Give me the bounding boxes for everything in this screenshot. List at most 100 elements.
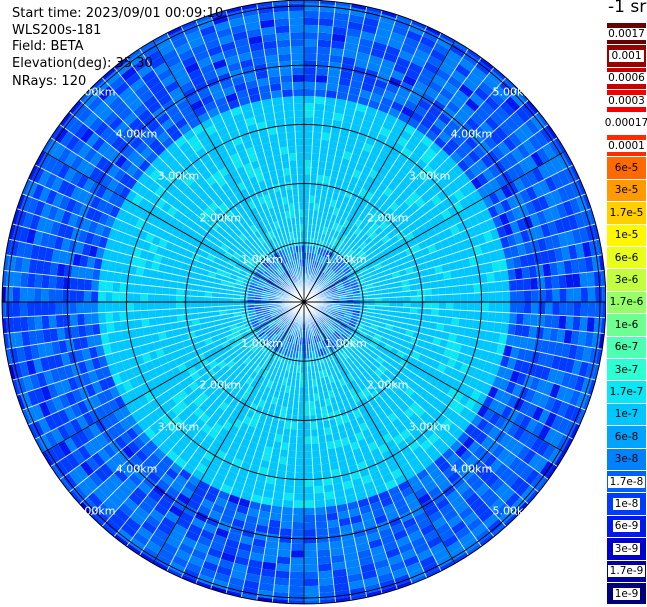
range-gate-cell <box>20 316 29 332</box>
range-gate-cell <box>530 313 539 327</box>
range-gate-cell <box>318 11 335 20</box>
range-gate-cell <box>466 284 475 294</box>
range-gate-cell <box>147 309 156 319</box>
range-gate-cell <box>537 195 550 211</box>
range-gate-cell <box>169 302 177 310</box>
range-gate-cell <box>483 135 498 150</box>
range-gate-cell <box>370 146 382 157</box>
range-gate-cell <box>537 424 551 441</box>
range-gate-cell <box>502 291 510 302</box>
range-gate-cell <box>343 173 353 183</box>
range-gate-cell <box>424 295 432 302</box>
range-gate-cell <box>325 90 338 99</box>
range-gate-cell <box>363 276 372 283</box>
range-gate-cell <box>345 100 358 110</box>
range-gate-cell <box>488 398 501 413</box>
range-gate-cell <box>503 344 513 358</box>
range-gate-cell <box>312 276 317 283</box>
range-gate-cell <box>304 60 317 68</box>
range-gate-cell <box>438 302 447 310</box>
range-gate-cell <box>345 326 354 333</box>
range-gate-cell <box>312 268 317 276</box>
range-gate-cell <box>399 129 413 142</box>
range-gate-cell <box>436 345 446 356</box>
range-gate-cell <box>333 238 340 247</box>
range-gate-cell <box>484 330 494 342</box>
range-gate-cell <box>416 141 430 153</box>
range-gate-cell <box>375 27 392 39</box>
range-gate-cell <box>140 293 148 302</box>
range-gate-cell <box>392 226 402 236</box>
range-gate-cell <box>295 451 304 459</box>
range-gate-cell <box>402 290 411 297</box>
range-gate-cell <box>55 314 64 328</box>
range-gate-cell <box>362 224 371 234</box>
range-gate-cell <box>304 486 314 494</box>
range-gate-cell <box>430 234 441 245</box>
range-gate-cell <box>481 208 493 222</box>
range-gate-cell <box>351 267 360 274</box>
range-gate-cell <box>408 61 424 75</box>
range-gate-cell <box>523 302 532 314</box>
range-gate-cell <box>416 42 433 56</box>
range-gate-cell <box>550 156 564 173</box>
range-gate-cell <box>486 240 497 253</box>
range-gate-cell <box>410 290 418 297</box>
range-gate-cell <box>479 349 490 362</box>
range-gate-cell <box>439 161 452 174</box>
range-gate-cell <box>287 450 297 459</box>
range-gate-cell <box>482 340 492 352</box>
range-gate-cell <box>447 205 458 217</box>
range-gate-cell <box>335 98 347 108</box>
range-gate-cell <box>595 348 603 365</box>
range-gate-cell <box>494 126 509 142</box>
range-gate-cell <box>319 591 336 600</box>
range-gate-cell <box>373 247 382 256</box>
range-gate-cell <box>445 340 455 351</box>
range-gate-cell <box>336 284 344 290</box>
range-gate-cell <box>447 193 459 206</box>
range-gate-cell <box>516 347 527 361</box>
range-gate-cell <box>357 334 366 341</box>
range-gate-cell <box>514 324 523 337</box>
range-gate-cell <box>314 499 326 508</box>
range-gate-cell <box>357 203 366 213</box>
range-gate-cell <box>562 200 575 217</box>
range-gate-cell <box>6 270 15 287</box>
range-gate-cell <box>366 6 383 14</box>
range-gate-cell <box>537 314 546 328</box>
range-gate-cell <box>535 112 549 127</box>
range-gate-cell <box>417 289 425 297</box>
range-gate-cell <box>513 359 524 373</box>
range-gate-cell <box>479 242 490 255</box>
range-gate-cell <box>345 35 361 45</box>
range-gate-cell <box>390 100 404 113</box>
range-gate-cell <box>451 379 463 391</box>
range-gate-cell <box>460 103 476 118</box>
range-gate-cell <box>27 273 36 288</box>
range-gate-cell <box>311 145 321 154</box>
range-gate-cell <box>509 370 521 384</box>
range-gate-cell <box>502 136 517 152</box>
range-gate-cell <box>543 159 558 177</box>
range-gate-cell <box>528 135 543 152</box>
range-gate-cell <box>275 563 291 572</box>
range-gate-cell <box>313 485 324 494</box>
range-gate-cell <box>155 309 163 318</box>
range-gate-cell <box>513 177 526 193</box>
range-gate-cell <box>591 255 601 272</box>
range-gate-cell <box>90 290 99 302</box>
range-gate-cell <box>396 296 404 302</box>
range-gate-cell <box>339 323 348 330</box>
range-gate-cell <box>410 302 418 308</box>
range-gate-cell <box>312 464 322 473</box>
range-gate-cell <box>438 130 452 144</box>
range-gate-cell <box>446 235 457 246</box>
range-gate-cell <box>304 543 317 551</box>
range-gate-cell <box>318 584 335 593</box>
range-gate-cell <box>106 270 115 282</box>
range-gate-cell <box>55 302 63 315</box>
range-gate-cell <box>155 286 163 295</box>
range-gate-cell <box>506 233 517 247</box>
range-gate-cell <box>420 135 434 148</box>
